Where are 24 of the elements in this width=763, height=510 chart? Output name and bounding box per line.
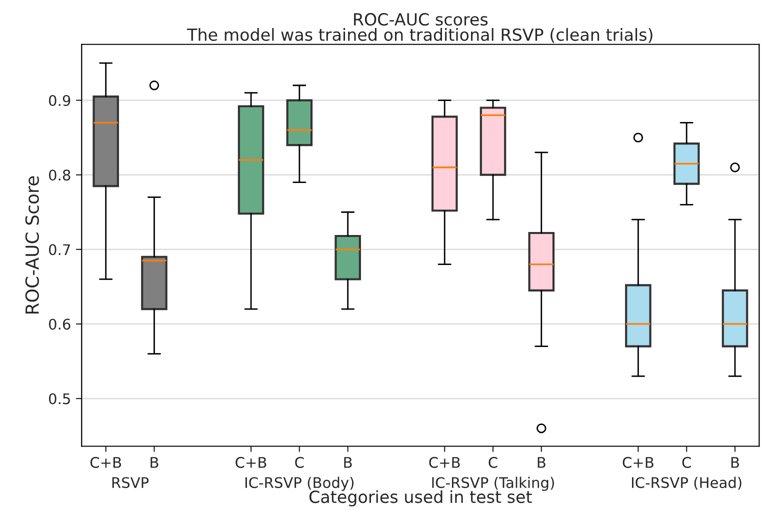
y-tick-label: 0.7 — [48, 244, 70, 256]
x-tick-label: C+B — [90, 456, 122, 468]
y-tick-label: 0.6 — [48, 318, 70, 330]
x-tick-label: C — [488, 456, 498, 468]
x-tick-label: C+B — [622, 456, 654, 468]
x-tick-label: C+B — [429, 456, 460, 468]
y-axis-title: ROC-AUC Score — [25, 176, 39, 314]
y-tick-label: 0.9 — [48, 95, 70, 106]
text: IC-RSVP (Head) — [632, 476, 742, 490]
text: IC-RSVP (Talking) — [432, 476, 554, 491]
x-tick-label: B — [344, 457, 352, 468]
text: IC-RSVP (Body) — [245, 476, 354, 491]
x-tick-label: B — [731, 457, 739, 468]
chart-title: ROC-AUC scores — [354, 13, 488, 26]
x-axis-title: Categories used in test set — [309, 490, 532, 506]
x-tick-label: B — [538, 457, 546, 468]
x-tick-label: B — [150, 457, 158, 468]
x-tick-label: C — [295, 456, 304, 468]
y-tick-label: 0.5 — [48, 393, 70, 404]
text: RSVP — [112, 477, 149, 488]
x-tick-label: C+B — [236, 456, 266, 468]
chart-subtitle: The model was trained on traditional RSVP (clean trials) — [186, 28, 652, 43]
x-tick-label: C — [682, 456, 691, 468]
y-tick-label: 0.8 — [48, 170, 70, 181]
